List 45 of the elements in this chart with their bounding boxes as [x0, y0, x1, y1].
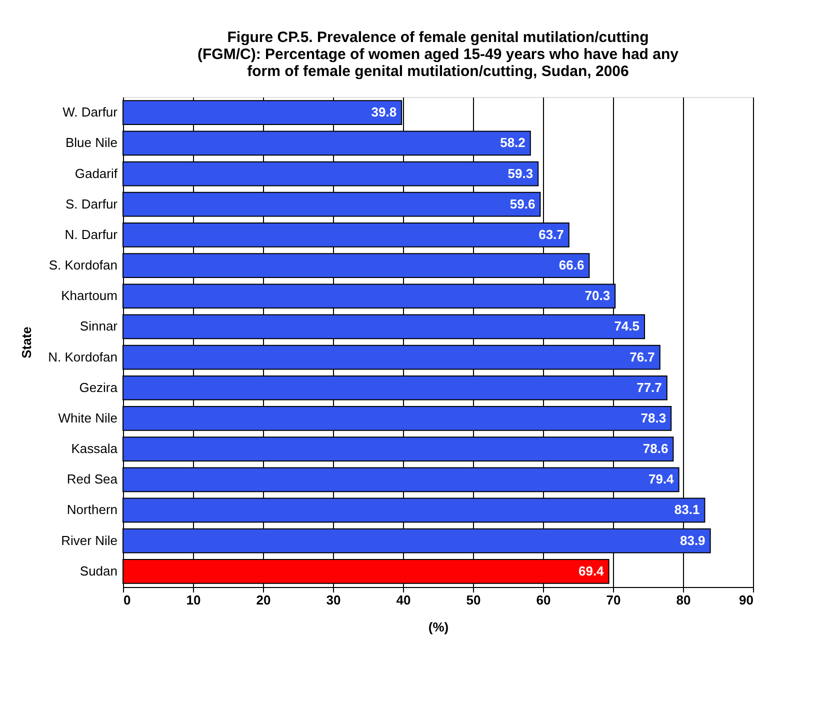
y-tick-label: Red Sea	[66, 472, 118, 487]
x-tick-label: 20	[256, 592, 271, 608]
data-label: 63.7	[538, 226, 564, 242]
y-tick-label: Sudan	[80, 563, 118, 578]
y-tick-label: Blue Nile	[65, 135, 118, 150]
y-tick-label: Sinnar	[80, 318, 118, 334]
y-tick-label: Gadarif	[74, 166, 118, 181]
y-tick-label: W. Darfur	[62, 104, 118, 120]
data-label: 78.6	[642, 441, 668, 456]
y-tick-label: Gezira	[79, 380, 118, 395]
y-tick-label: S. Darfur	[65, 196, 118, 212]
data-label: 83.1	[674, 502, 700, 518]
x-tick-label: 0	[124, 592, 131, 608]
y-tick-label: Northern	[66, 502, 118, 518]
x-tick-label: 80	[676, 592, 691, 608]
data-label: 66.6	[558, 258, 584, 273]
data-label: 78.3	[640, 410, 666, 426]
chart-title: Figure CP.5. Prevalence of female genital mutilation/cutting (FGM/C): Percentage of women aged 15-49 years who have had any form of female genital mutilation/cutting, Sudan, 2006	[198, 29, 680, 80]
data-label: 39.8	[371, 104, 397, 120]
x-tick-label: 70	[606, 592, 621, 608]
x-tick-label: 10	[186, 592, 201, 608]
x-tick-label: 50	[466, 592, 481, 608]
data-label: 58.2	[500, 135, 526, 150]
x-tick-label: 90	[739, 592, 754, 608]
y-tick-label: Khartoum	[61, 288, 118, 304]
x-axis-title: (%)	[428, 620, 449, 634]
y-tick-label: White Nile	[58, 410, 118, 426]
x-tick-label: 30	[326, 592, 341, 608]
y-tick-label: S. Kordofan	[48, 258, 118, 273]
data-label: 74.5	[614, 318, 640, 334]
y-tick-label: Kassala	[71, 441, 118, 456]
y-tick-label: N. Kordofan	[48, 349, 118, 364]
y-tick-label: River Nile	[61, 532, 118, 548]
y-axis-title: State	[19, 326, 34, 358]
data-label: 76.7	[630, 349, 655, 364]
data-label: 59.6	[510, 196, 536, 212]
x-tick-label: 40	[396, 592, 411, 608]
data-label: 69.4	[578, 563, 605, 578]
y-tick-label: N. Darfur	[64, 226, 118, 242]
data-label: 79.4	[648, 472, 675, 487]
x-tick-label: 60	[536, 592, 551, 608]
data-label: 59.3	[508, 166, 534, 181]
data-label: 83.9	[680, 532, 706, 548]
data-label: 77.7	[636, 380, 662, 395]
data-label: 70.3	[584, 288, 610, 304]
